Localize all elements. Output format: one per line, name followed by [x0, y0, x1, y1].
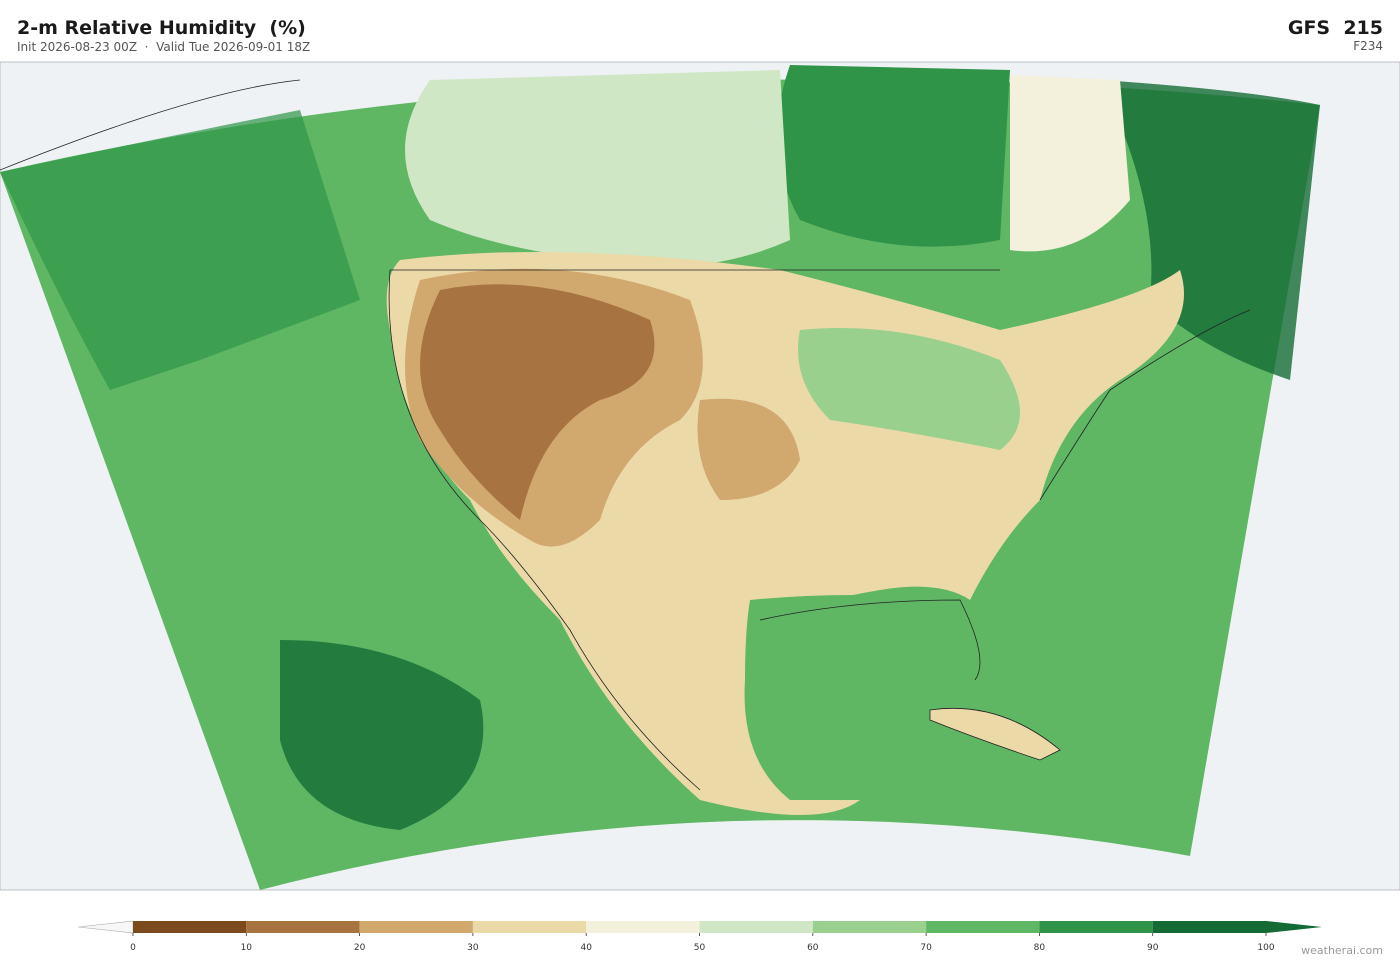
land-humid: [777, 65, 1010, 247]
land-very-dry: [697, 398, 800, 500]
colorbar-tick-label: 50: [694, 943, 706, 953]
forecast-hour: F234: [1353, 39, 1383, 53]
coastlines: [0, 79, 1251, 791]
colorbar-bin: [359, 921, 473, 933]
land-mid: [1010, 75, 1130, 252]
colorbar-under: [77, 920, 134, 934]
ocean-humid: [1100, 80, 1320, 380]
colorbar-tick-label: 90: [1147, 943, 1159, 953]
credit: weatherai.com: [1301, 944, 1383, 957]
colorbar-bin: [699, 921, 813, 933]
colorbar-tick-label: 80: [1034, 943, 1046, 953]
colorbar-bin: [1039, 921, 1153, 933]
land-moist: [798, 328, 1020, 450]
colorbar-bin: [246, 921, 360, 933]
colorbar-over: [1266, 921, 1322, 933]
gulf-of-mexico: [744, 595, 978, 800]
colorbar-tick-label: 60: [807, 943, 819, 953]
colorbar-tick-label: 20: [354, 943, 366, 953]
colorbar-tick-label: 70: [920, 943, 932, 953]
cuba: [929, 707, 1061, 761]
ocean-humid: [0, 110, 360, 390]
colorbar-tick-label: 30: [467, 943, 479, 953]
colorbar-bin: [133, 921, 247, 933]
ocean-humid: [280, 640, 484, 830]
subtitle: Init 2026-08-23 00Z · Valid Tue 2026-09-…: [17, 40, 310, 54]
colorbar-bin: [926, 921, 1040, 933]
land-moist: [405, 70, 790, 267]
colorbar-tick-label: 0: [130, 943, 136, 953]
colorbar-tick-label: 40: [580, 943, 592, 953]
colorbar-bin: [472, 921, 587, 933]
colorbar-bin: [812, 921, 927, 933]
colorbar-tick-label: 10: [241, 943, 253, 953]
colorbar: 0 10 20 30 40 50 60 70 80 90 100: [77, 920, 1322, 953]
colorbar-bin: [586, 921, 700, 933]
model-label: GFS 215: [1288, 17, 1383, 39]
colorbar-tick-label: 100: [1257, 943, 1274, 953]
title: 2-m Relative Humidity (%): [17, 17, 306, 39]
colorbar-bin: [1152, 921, 1266, 933]
land-arid: [420, 284, 655, 520]
map: [0, 61, 1400, 891]
